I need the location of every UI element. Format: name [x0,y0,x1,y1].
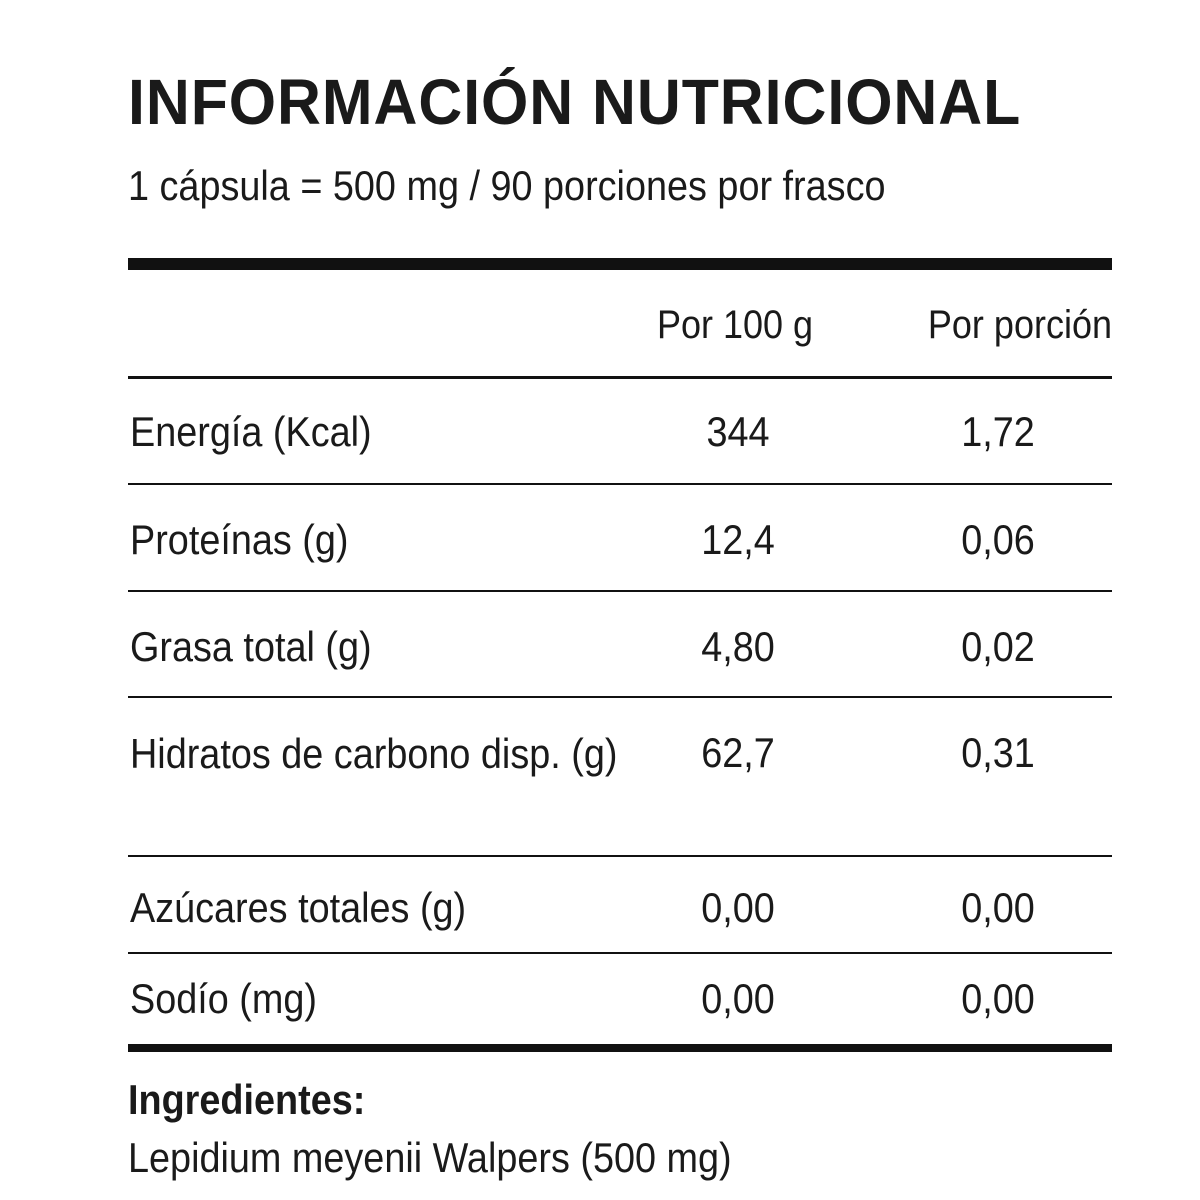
value-per-serving: 1,72 [961,408,1035,455]
value-per-100g: 0,00 [701,975,775,1022]
serving-info: 1 cápsula = 500 mg / 90 porciones por fr… [128,162,886,209]
table-row-sodium: Sodío (mg) 0,00 0,00 [128,954,1112,1044]
value-per-100g: 344 [706,408,770,455]
bottom-divider [128,1044,1112,1052]
table-row-sugars: Azúcares totales (g) 0,00 0,00 [128,857,1112,954]
column-header-per-serving: Por porción [927,303,1112,347]
value-per-serving: 0,06 [961,516,1035,563]
ingredients-text: Lepidium meyenii Walpers (500 mg) [128,1134,732,1181]
table-row-fat: Grasa total (g) 4,80 0,02 [128,592,1112,698]
table-row-carbohydrates: Hidratos de carbono disp. (g) 62,7 0,31 [128,698,1112,857]
value-per-100g: 0,00 [701,884,775,931]
value-per-serving: 0,00 [961,975,1035,1022]
table-row-energy: Energía (Kcal) 344 1,72 [128,379,1112,485]
row-label: Proteínas (g) [130,516,349,563]
value-per-100g: 62,7 [701,729,775,776]
column-header-per-100g: Por 100 g [656,303,814,347]
top-divider [128,258,1112,270]
row-label: Azúcares totales (g) [130,884,467,931]
row-label: Energía (Kcal) [130,408,372,455]
nutrition-facts-panel: INFORMACIÓN NUTRICIONAL 1 cápsula = 500 … [128,60,1112,1186]
row-label: Sodío (mg) [130,975,317,1022]
value-per-serving: 0,31 [961,729,1035,776]
value-per-serving: 0,02 [961,623,1035,670]
ingredients-label: Ingredientes: [128,1076,366,1123]
table-row-protein: Proteínas (g) 12,4 0,06 [128,485,1112,592]
row-label: Hidratos de carbono disp. (g) [130,730,618,777]
value-per-serving: 0,00 [961,884,1035,931]
page-title: INFORMACIÓN NUTRICIONAL [128,66,1022,138]
value-per-100g: 4,80 [701,623,775,670]
table-header-row: Por 100 g Por porción [128,270,1112,379]
value-per-100g: 12,4 [701,516,775,563]
row-label: Grasa total (g) [130,623,372,670]
